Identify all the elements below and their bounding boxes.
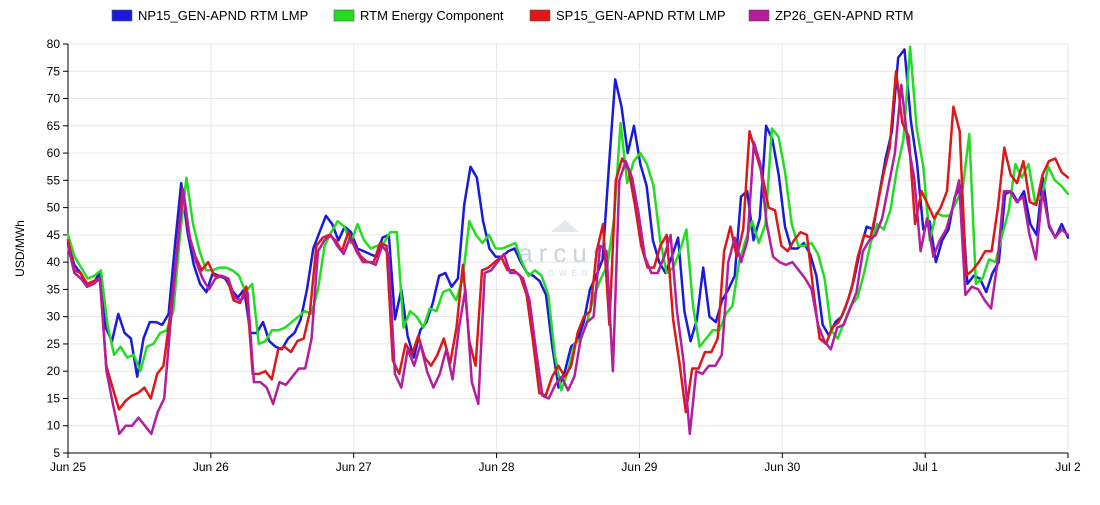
watermark: arcus POWER (518, 220, 612, 278)
series-line-4 (66, 83, 1070, 436)
axes: 5 10 15 20 25 30 35 40 45 50 55 60 65 70 75 80 Jun 25 Jun… (13, 37, 1081, 474)
legend-swatch-2 (333, 9, 355, 22)
y-tick-label: 10 (47, 419, 61, 433)
legend-label-3: SP15_GEN-APND RTM LMP (556, 8, 726, 23)
x-tick-label: Jun 29 (621, 460, 657, 474)
series-group (66, 45, 1070, 436)
legend-swatch-3 (529, 9, 551, 22)
y-tick-label: 5 (53, 446, 60, 460)
x-tick-label: Jul 1 (912, 460, 938, 474)
series-line-3 (66, 70, 1070, 414)
y-tick-label: 20 (47, 364, 61, 378)
legend-label-2: RTM Energy Component (360, 8, 504, 23)
y-tick-label: 15 (47, 391, 61, 405)
x-tick-label: Jun 26 (193, 460, 229, 474)
y-tick-label: 65 (47, 119, 61, 133)
y-tick-label: 30 (47, 310, 61, 324)
y-tick-label: 80 (47, 37, 61, 51)
legend-label-4: ZP26_GEN-APND RTM (775, 8, 913, 23)
legend-swatch-4 (748, 9, 770, 22)
x-tick-label: Jul 2 (1055, 460, 1081, 474)
y-tick-label: 60 (47, 146, 61, 160)
y-tick-label: 35 (47, 282, 61, 296)
series-line-1 (66, 48, 1070, 389)
legend-swatch-1 (111, 9, 133, 22)
x-tick-label: Jun 28 (479, 460, 515, 474)
y-tick-label: 50 (47, 201, 61, 215)
x-tick-label: Jun 30 (764, 460, 800, 474)
y-axis-label: USD/MWh (13, 220, 27, 277)
watermark-sub: POWER (537, 269, 592, 278)
y-tick-label: 55 (47, 173, 61, 187)
y-tick-label: 45 (47, 228, 61, 242)
y-tick-label: 75 (47, 64, 61, 78)
legend: NP15_GEN-APND RTM LMP RTM Energy Componen… (111, 8, 913, 23)
y-tick-label: 40 (47, 255, 61, 269)
y-tick-label: 25 (47, 337, 61, 351)
legend-label-1: NP15_GEN-APND RTM LMP (138, 8, 308, 23)
x-tick-label: Jun 27 (336, 460, 372, 474)
y-tick-label: 70 (47, 92, 61, 106)
x-tick-label: Jun 25 (50, 460, 86, 474)
watermark-logo-icon (551, 220, 579, 232)
watermark-brand: arcus (518, 238, 612, 268)
